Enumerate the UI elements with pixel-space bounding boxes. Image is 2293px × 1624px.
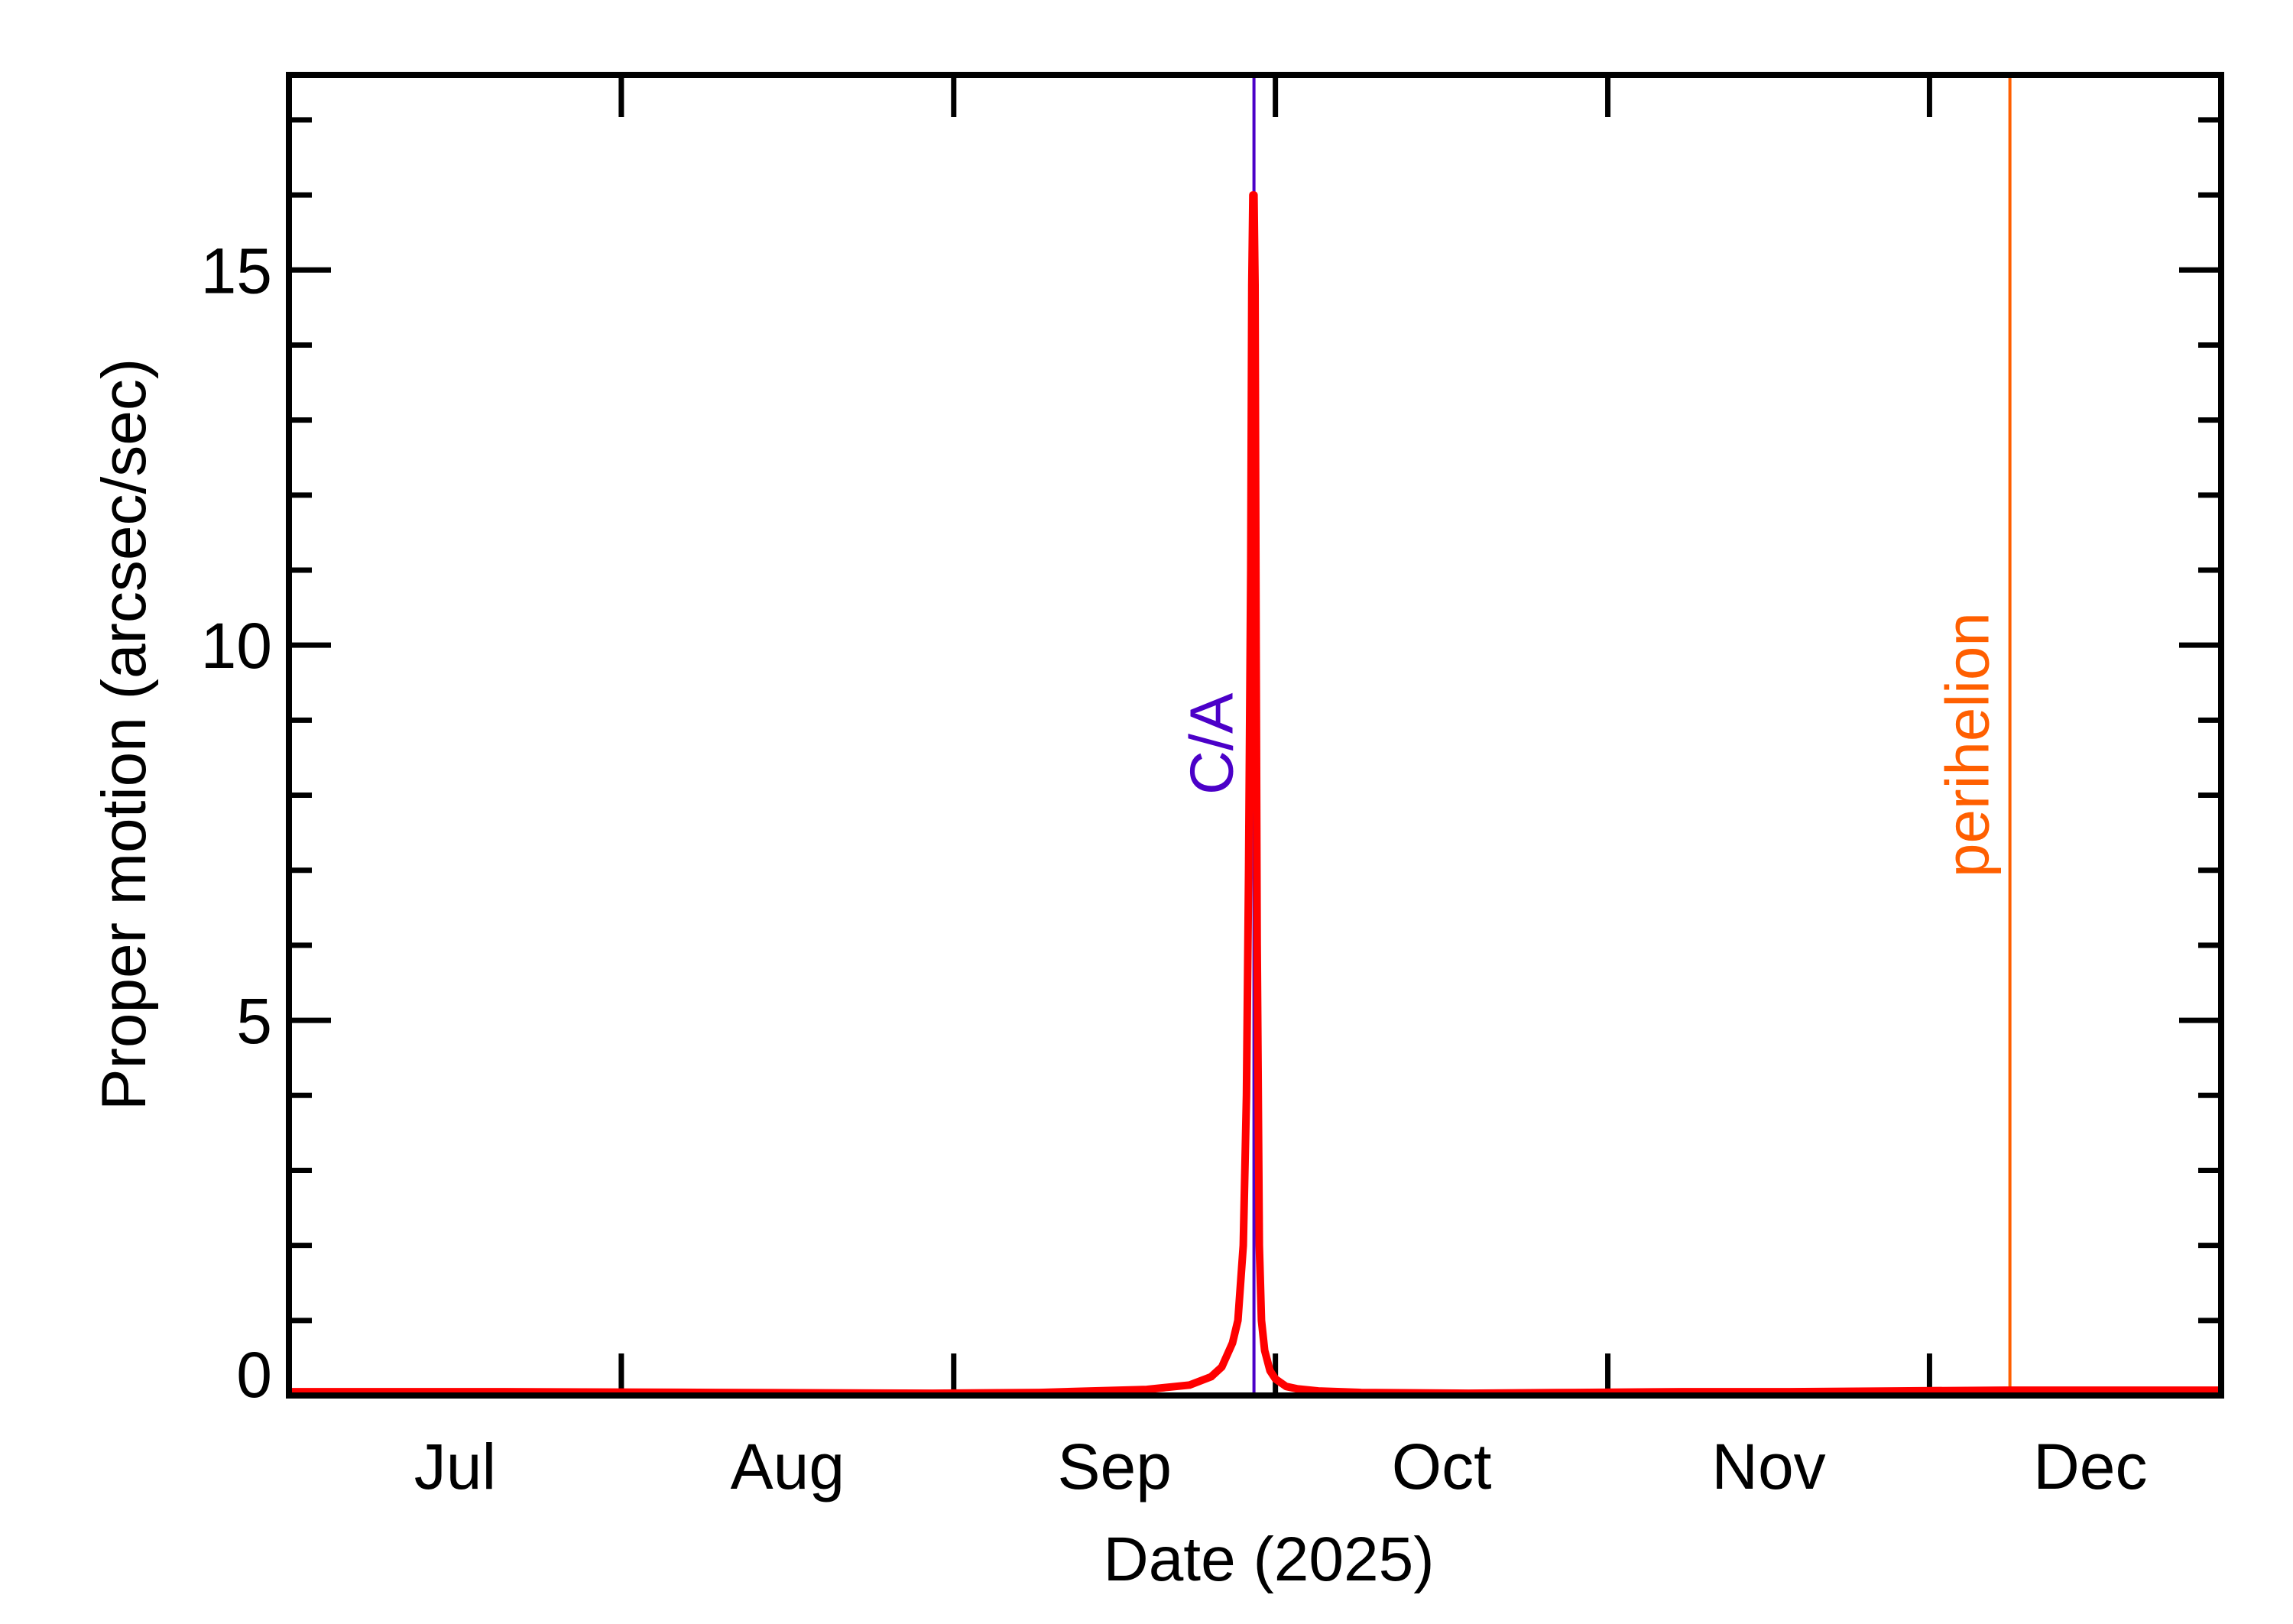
y-tick-label: 15 bbox=[201, 235, 272, 306]
ca-label: C/A bbox=[1178, 692, 1246, 795]
x-tick-label: Nov bbox=[1711, 1431, 1825, 1502]
x-tick-label: Sep bbox=[1057, 1431, 1171, 1502]
axis-ticks bbox=[289, 75, 2221, 1399]
x-axis-title: Date (2025) bbox=[1103, 1525, 1434, 1594]
x-tick-label: Jul bbox=[414, 1431, 496, 1502]
perihelion-label: perihelion bbox=[1934, 612, 2002, 877]
x-tick-label: Oct bbox=[1392, 1431, 1492, 1502]
x-tick-label: Dec bbox=[2033, 1431, 2147, 1502]
x-tick-labels: Jul Aug Sep Oct Nov Dec bbox=[414, 1431, 2148, 1502]
y-tick-labels: 0 5 10 15 bbox=[201, 235, 272, 1411]
plot-frame bbox=[286, 72, 2224, 1399]
y-tick-label: 0 bbox=[236, 1339, 272, 1411]
y-tick-label: 5 bbox=[236, 985, 272, 1057]
marker-lines bbox=[1252, 75, 2012, 1395]
x-tick-label: Aug bbox=[731, 1431, 845, 1502]
y-axis-title: Proper motion (arcsec/sec) bbox=[89, 358, 159, 1110]
y-tick-label: 10 bbox=[201, 610, 272, 682]
